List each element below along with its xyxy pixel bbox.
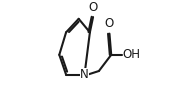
Text: OH: OH xyxy=(123,48,141,61)
Text: O: O xyxy=(88,0,98,14)
Text: N: N xyxy=(80,68,89,81)
Text: O: O xyxy=(105,17,114,30)
